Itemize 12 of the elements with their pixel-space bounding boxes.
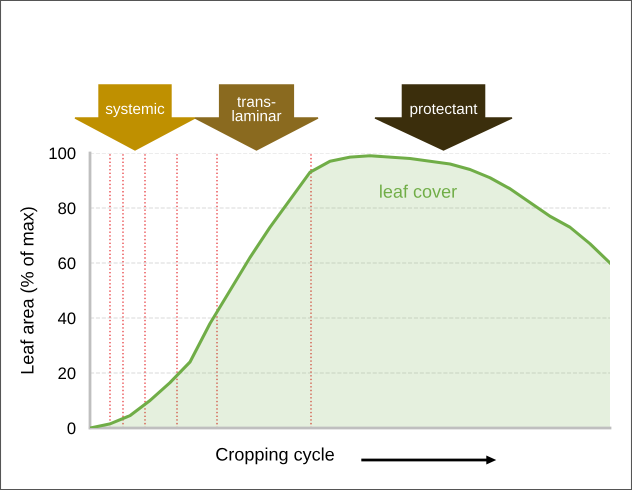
y-tick-label: 20 bbox=[58, 367, 76, 380]
y-tick-label: 60 bbox=[58, 257, 76, 270]
y-tick-label: 80 bbox=[58, 202, 76, 214]
text: trans- laminar bbox=[232, 96, 282, 122]
y-tick-label: 40 bbox=[58, 312, 76, 324]
text: systemic bbox=[106, 102, 164, 118]
y-axis-title: Leaf area (% of max) bbox=[20, 207, 38, 374]
x-axis-title: Cropping cycle bbox=[216, 447, 334, 464]
text: protectant bbox=[410, 104, 478, 118]
annotation: leaf cover bbox=[380, 184, 457, 198]
y-tick-label: 100 bbox=[50, 147, 76, 160]
y-tick-label: 0 bbox=[67, 422, 76, 434]
